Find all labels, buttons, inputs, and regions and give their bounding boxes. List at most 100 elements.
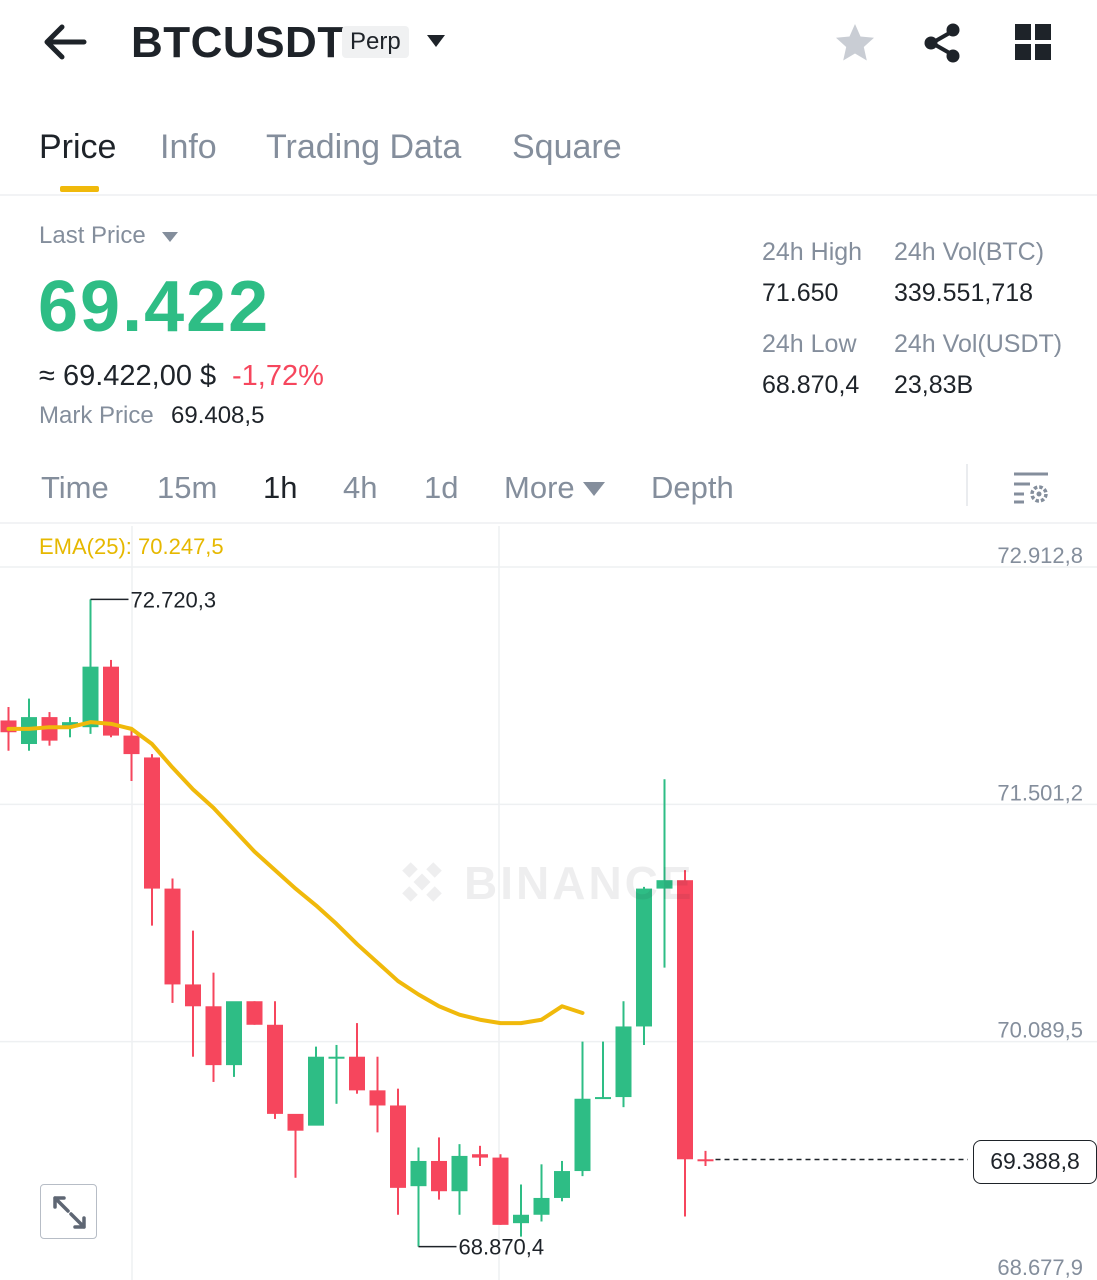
candle-body	[287, 1113, 304, 1131]
candle-body	[615, 1026, 632, 1098]
grid-menu-icon[interactable]	[1013, 22, 1055, 64]
candle-body	[164, 888, 181, 985]
candle-body	[492, 1157, 509, 1225]
share-icon[interactable]	[922, 22, 964, 64]
price-change-percent: -1,72%	[232, 360, 324, 392]
candle-body	[390, 1105, 406, 1188]
vol-usdt-value: 23,83B	[894, 371, 974, 399]
low-marker-label: 68.870,4	[459, 1235, 545, 1260]
candle-body	[349, 1056, 365, 1091]
candle-body	[369, 1090, 386, 1106]
candle-body	[574, 1098, 591, 1172]
candle-body	[533, 1197, 550, 1215]
ema-line	[6, 720, 585, 1026]
candle-body	[82, 666, 99, 728]
candle	[164, 878, 181, 1003]
candle	[574, 1041, 591, 1177]
last-price-value: 69.422	[38, 267, 271, 347]
star-icon[interactable]	[834, 22, 876, 64]
candle	[308, 1046, 324, 1126]
candle-body	[0, 720, 17, 733]
candle	[349, 1023, 365, 1094]
low-24h-value: 68.870,4	[762, 371, 860, 399]
fullscreen-button[interactable]	[40, 1184, 97, 1239]
vol-btc-label: 24h Vol(BTC)	[894, 238, 1045, 266]
candle	[656, 779, 673, 968]
chart-annotations: 72.912,8 71.501,2 70.089,5 68.677,9 72.720,3…	[90, 543, 1083, 1280]
candle	[451, 1144, 468, 1215]
candle	[369, 1056, 386, 1133]
main-tabs: Price Info Trading Data Square	[0, 120, 1097, 196]
candle	[513, 1184, 529, 1237]
candle	[287, 1113, 304, 1178]
chevron-down-icon[interactable]	[426, 34, 446, 48]
top-header: BTCUSDT Perp	[0, 0, 1097, 90]
caret-down-icon[interactable]	[583, 482, 605, 496]
binance-watermark: BINANCE	[392, 852, 712, 912]
ema-indicator-label: EMA(25): 70.247,5	[39, 534, 224, 559]
binance-logo-icon	[402, 862, 442, 902]
high-24h-label: 24h High	[762, 238, 863, 266]
candle	[595, 1041, 611, 1100]
candle	[328, 1044, 345, 1104]
tab-info[interactable]: Info	[160, 128, 217, 166]
candle	[677, 870, 693, 1217]
caret-down-icon[interactable]	[162, 232, 178, 242]
symbol-title[interactable]: BTCUSDT	[131, 18, 345, 67]
low-24h-label: 24h Low	[762, 330, 857, 358]
y-axis-label: 72.912,8	[997, 543, 1083, 568]
candle	[431, 1137, 447, 1200]
contract-type-badge: Perp	[342, 26, 409, 58]
tab-trading-data[interactable]: Trading Data	[266, 128, 462, 166]
candle	[390, 1088, 406, 1215]
active-tab-indicator	[60, 186, 99, 192]
last-price-selector[interactable]: Last Price	[39, 222, 146, 249]
candle-body	[308, 1056, 324, 1126]
candle	[21, 698, 37, 751]
back-arrow-icon[interactable]	[40, 22, 88, 62]
candle	[226, 1001, 242, 1077]
candle	[246, 1001, 263, 1025]
watermark-text: BINANCE	[464, 857, 695, 909]
y-axis-label: 70.089,5	[997, 1018, 1083, 1043]
candle-body	[677, 880, 693, 1160]
interval-depth[interactable]: Depth	[651, 470, 734, 505]
candle	[185, 930, 201, 1057]
candle-body	[62, 722, 78, 728]
candle	[82, 599, 99, 734]
candle-body	[554, 1171, 570, 1198]
tab-square[interactable]: Square	[512, 128, 622, 166]
candle-body	[267, 1024, 283, 1114]
tab-price[interactable]: Price	[39, 128, 117, 166]
interval-1h[interactable]: 1h	[263, 470, 298, 505]
candle	[615, 1001, 632, 1108]
interval-15m[interactable]: 15m	[157, 470, 218, 505]
interval-more[interactable]: More	[504, 470, 575, 505]
chart-settings-icon[interactable]	[1012, 470, 1050, 506]
candles	[0, 599, 714, 1247]
candle	[533, 1164, 550, 1222]
interval-bar: Time 15m 1h 4h 1d More Depth	[0, 452, 1097, 524]
candle-body	[226, 1001, 242, 1066]
candle-body	[328, 1056, 345, 1059]
candle-body	[123, 735, 140, 755]
candle-body	[636, 888, 652, 1027]
chart-grid	[0, 526, 1097, 1280]
candle-body	[185, 984, 201, 1007]
interval-time[interactable]: Time	[41, 470, 109, 505]
interval-1d[interactable]: 1d	[424, 470, 459, 505]
candlestick-chart[interactable]: 72.912,8 71.501,2 70.089,5 68.677,9 72.720,3…	[0, 526, 1097, 1280]
candle	[267, 1001, 283, 1119]
divider	[966, 464, 968, 506]
candle	[554, 1160, 570, 1202]
candle-body	[656, 880, 673, 889]
high-24h-value: 71.650	[762, 279, 839, 307]
candle	[636, 886, 652, 1045]
candle-body	[144, 757, 160, 889]
ema-25-line	[6, 720, 585, 1026]
mark-price-label: Mark Price	[39, 402, 154, 429]
interval-4h[interactable]: 4h	[343, 470, 378, 505]
y-axis-label: 71.501,2	[997, 780, 1083, 805]
candle	[492, 1154, 509, 1225]
candle	[697, 1150, 714, 1167]
